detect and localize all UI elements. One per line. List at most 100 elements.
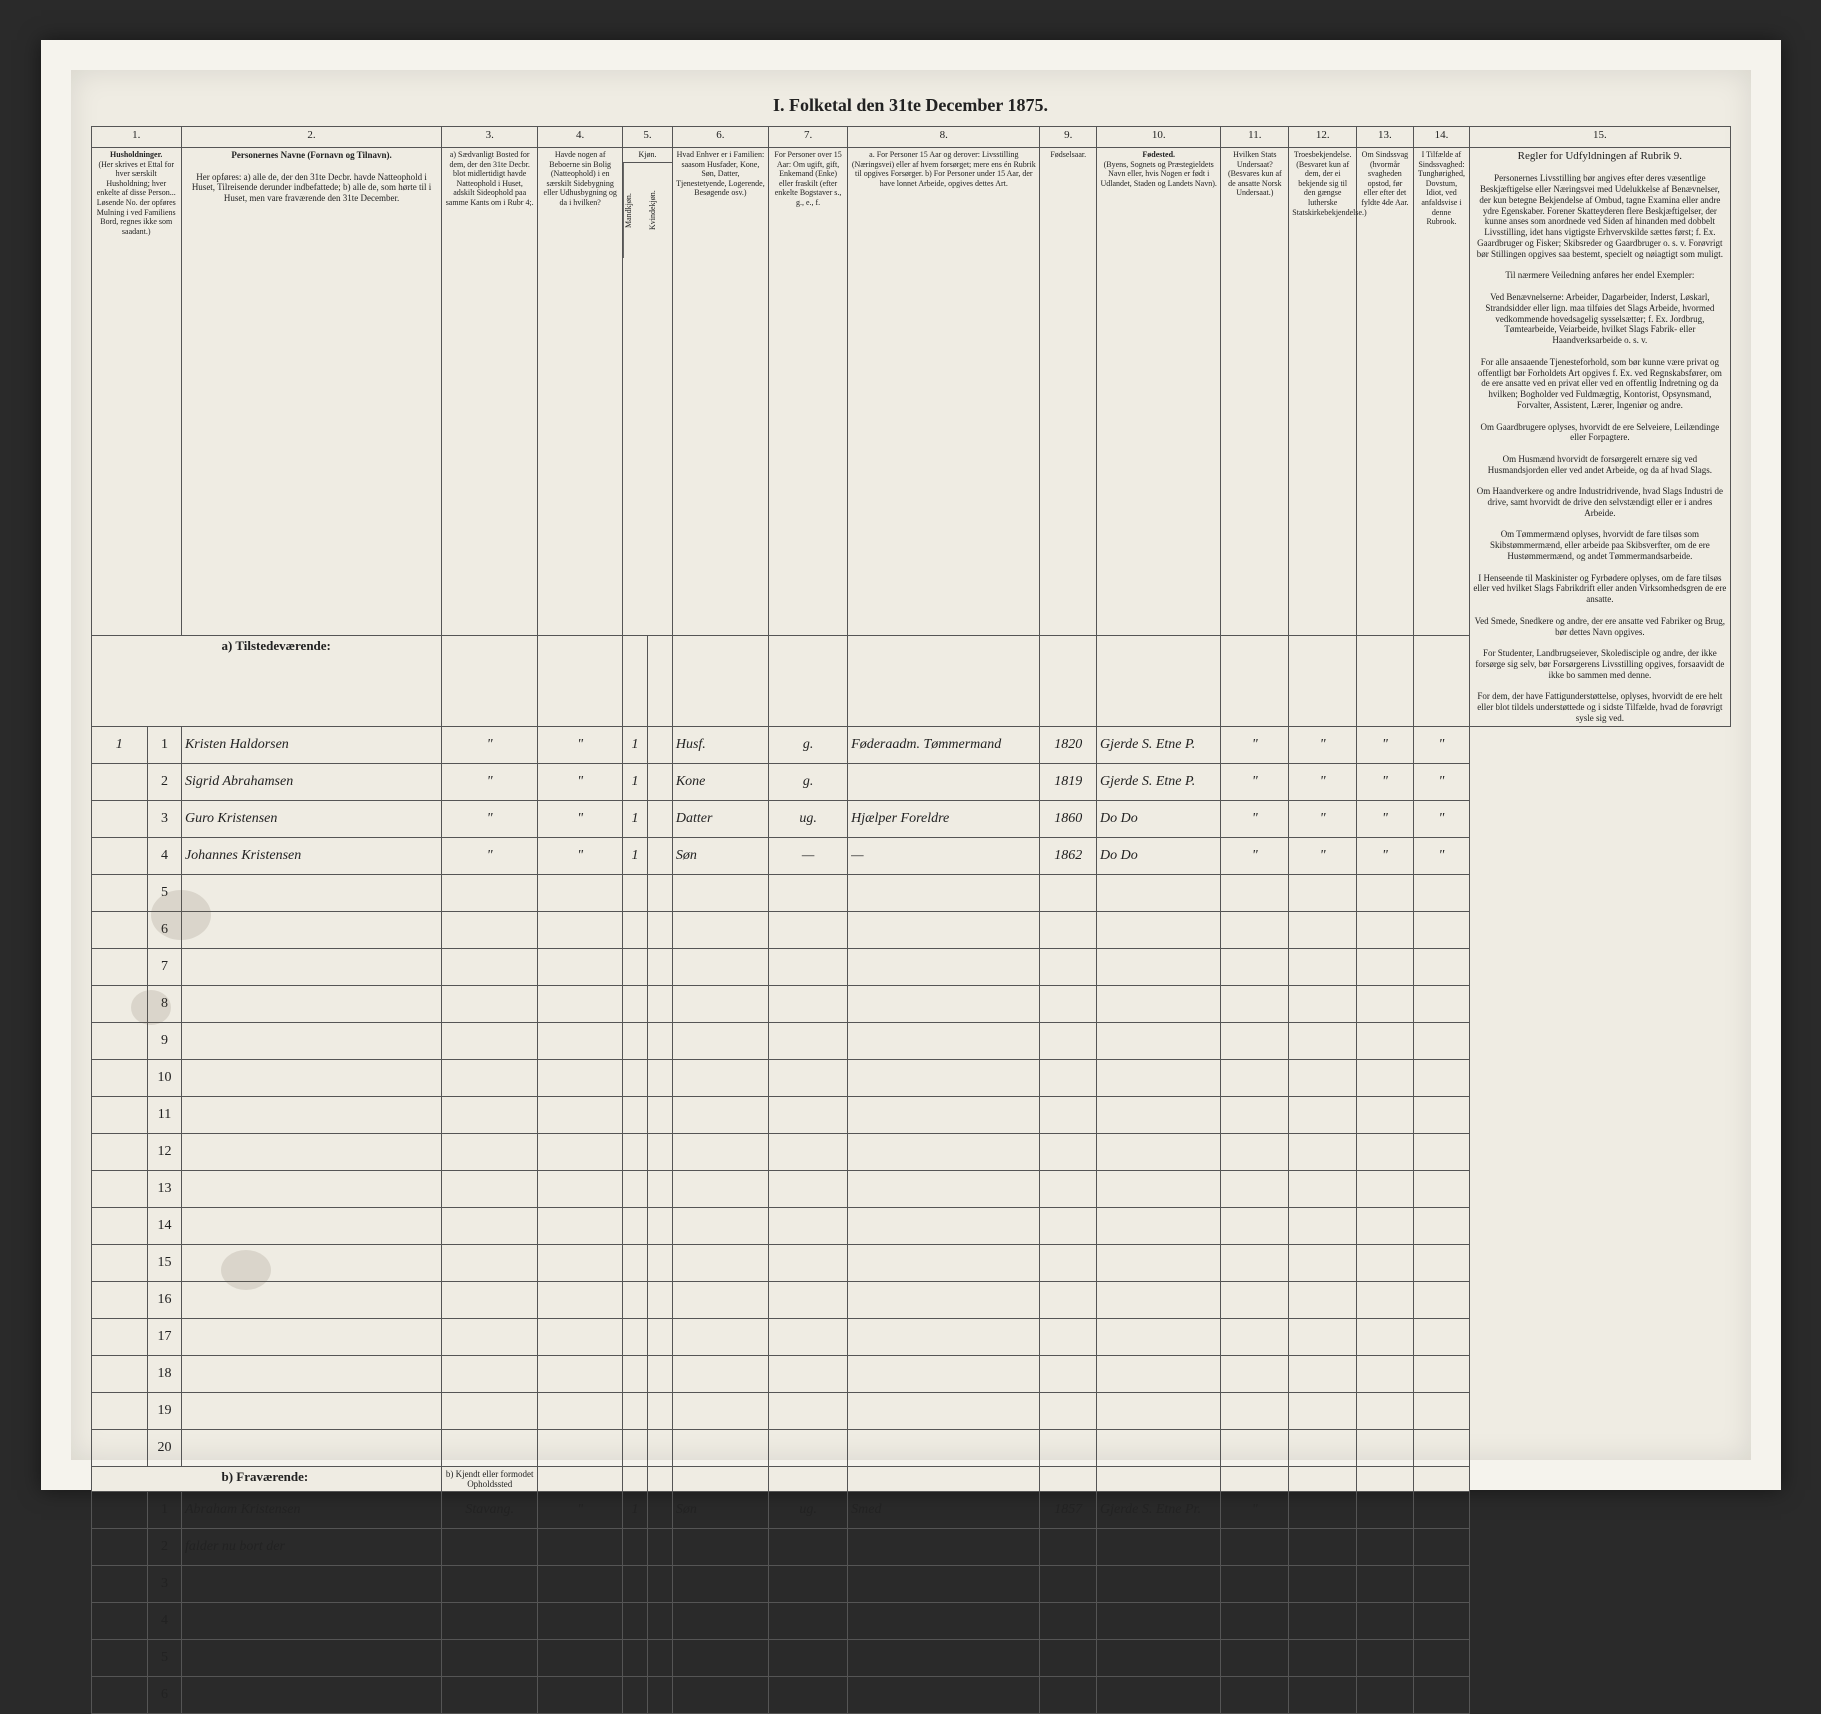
cell (848, 1318, 1040, 1355)
cell (442, 1355, 538, 1392)
cell (1040, 1392, 1097, 1429)
cell (442, 1207, 538, 1244)
cell (1357, 1133, 1414, 1170)
cell-c4 (442, 1528, 538, 1565)
table-row-empty: 13 (91, 1170, 1730, 1207)
cell (768, 1676, 847, 1713)
cell-name: Guro Kristensen (181, 800, 441, 837)
cell (848, 1207, 1040, 1244)
cell (1221, 1355, 1289, 1392)
cell (1040, 1602, 1097, 1639)
cell (1040, 1676, 1097, 1713)
cell (1357, 1429, 1414, 1466)
cell (623, 1565, 648, 1602)
cell (1413, 1244, 1470, 1281)
cell-place: Gjerde S. Etne P. (1096, 726, 1220, 763)
cell (538, 1170, 623, 1207)
cell (91, 1392, 148, 1429)
header-civil: For Personer over 15 Aar: Om ugift, gift… (768, 148, 847, 636)
table-row-empty: 6 (91, 911, 1730, 948)
cell (623, 1133, 648, 1170)
table-row-empty: 5 (91, 1639, 1730, 1676)
cell (623, 1602, 648, 1639)
cell (1413, 1355, 1470, 1392)
cell (1096, 1170, 1220, 1207)
cell (442, 911, 538, 948)
cell (1357, 1602, 1414, 1639)
cell (1096, 874, 1220, 911)
cell (181, 1281, 441, 1318)
cell (1289, 1096, 1357, 1133)
cell (768, 1429, 847, 1466)
cell (91, 1022, 148, 1059)
cell (1289, 1639, 1357, 1676)
table-row-empty: 14 (91, 1207, 1730, 1244)
cell (647, 1207, 672, 1244)
cell (91, 1676, 148, 1713)
cell (848, 1429, 1040, 1466)
colnum: 6. (672, 127, 768, 148)
cell (672, 1096, 768, 1133)
census-page: I. Folketal den 31te December 1875. (71, 70, 1751, 1460)
cell-c4: Stavang. (442, 1491, 538, 1528)
cell-year: 1860 (1040, 800, 1097, 837)
table-row-empty: 8 (91, 985, 1730, 1022)
cell (538, 1676, 623, 1713)
cell (672, 1207, 768, 1244)
stain (151, 890, 211, 940)
table-row-empty: 12 (91, 1133, 1730, 1170)
cell (1413, 1170, 1470, 1207)
cell (848, 1059, 1040, 1096)
cell (1096, 1096, 1220, 1133)
cell (1096, 1133, 1220, 1170)
colnum: 9. (1040, 127, 1097, 148)
cell: 9 (148, 1022, 182, 1059)
table-row-empty: 5 (91, 874, 1730, 911)
cell (672, 1318, 768, 1355)
cell (1221, 874, 1289, 911)
cell (1357, 1170, 1414, 1207)
cell (181, 985, 441, 1022)
cell (623, 1676, 648, 1713)
header-sub: (Byens, Sognets og Præstegieldets Navn e… (1100, 160, 1216, 188)
cell (1413, 1565, 1470, 1602)
cell-civ: ug. (768, 800, 847, 837)
cell-c5: " (538, 837, 623, 874)
cell-u2: " (1289, 726, 1357, 763)
section-label: a) Tilstedeværende: (181, 636, 441, 726)
cell (442, 1676, 538, 1713)
header-label: Personernes Navne (Fornavn og Tilnavn). (231, 150, 391, 160)
cell (91, 1170, 148, 1207)
cell (768, 1207, 847, 1244)
cell-place: Do Do (1096, 800, 1220, 837)
cell (1357, 1676, 1414, 1713)
cell (1096, 1392, 1220, 1429)
cell (1413, 985, 1470, 1022)
colnum: 2. (181, 127, 441, 148)
cell (442, 1170, 538, 1207)
table-row: 11Kristen Haldorsen""1Husf.g.Føderaadm. … (91, 726, 1730, 763)
table-row: 1Abraham KristensenStavang."1Sønug.Smed1… (91, 1491, 1730, 1528)
cell-u3 (1357, 1528, 1414, 1565)
cell (538, 1244, 623, 1281)
cell (538, 1639, 623, 1676)
cell (1040, 1244, 1097, 1281)
cell-u4: " (1413, 837, 1470, 874)
cell-u4 (1413, 1528, 1470, 1565)
cell (623, 1096, 648, 1133)
cell (538, 1602, 623, 1639)
cell (623, 911, 648, 948)
cell (1040, 1355, 1097, 1392)
cell (181, 1639, 441, 1676)
cell (181, 1170, 441, 1207)
cell (1221, 1639, 1289, 1676)
cell (1040, 1022, 1097, 1059)
cell (848, 1022, 1040, 1059)
cell: 14 (148, 1207, 182, 1244)
cell (1413, 1281, 1470, 1318)
cell (1096, 1639, 1220, 1676)
cell (1413, 1676, 1470, 1713)
header-citizenship: Hvilken Stats Undersaat? (Besvares kun a… (1221, 148, 1289, 636)
cell (623, 874, 648, 911)
header-label: Husholdninger. (110, 150, 162, 159)
